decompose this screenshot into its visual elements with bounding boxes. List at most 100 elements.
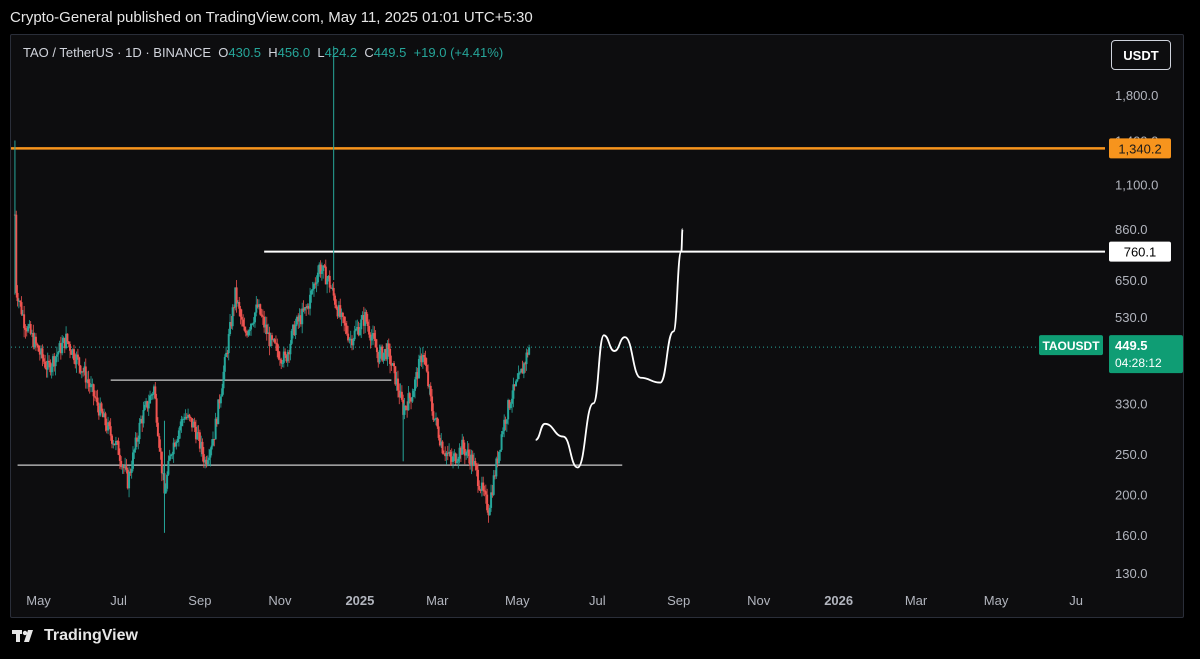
candle-body [441,441,444,454]
candle-body [223,357,226,372]
candle-body [340,312,343,318]
candle-body [210,445,213,450]
candle-body [117,441,120,455]
candle-body [432,411,435,420]
candle-body [362,315,365,326]
candle-body [116,441,119,443]
x-tick-label: Jul [589,593,606,608]
candle-body [42,358,45,362]
candle-body [434,417,437,419]
candle-body [38,351,41,355]
x-tick-label: Ju [1069,593,1083,608]
candle-body [170,454,173,457]
candle-body [49,362,52,373]
candle-body [32,332,35,348]
candle-body [289,343,292,355]
candle-body [185,416,188,418]
y-tick-label: 250.0 [1115,447,1148,462]
candle-body [285,355,288,362]
candle-body [312,283,315,290]
candle-body [72,349,75,361]
candle-body [133,449,136,453]
candle-body [419,355,422,359]
candle-body [365,311,368,322]
candle-body [326,278,329,285]
candle-body [54,356,57,367]
candle-body [114,441,117,446]
candle-body [336,308,339,317]
candle-body [79,365,82,373]
candle-body [61,342,64,354]
candle-body [53,356,56,367]
footer-brand-text: TradingView [44,627,138,644]
candle-body [478,486,481,490]
y-tick-label: 1,100.0 [1115,177,1158,192]
candle-body [248,329,251,332]
candle-body [110,435,113,444]
y-tick-label: 200.0 [1115,487,1148,502]
candle-body [147,403,150,409]
candle-body [118,454,121,461]
candle-body [126,469,129,489]
candle-body [208,457,211,461]
candle-body [427,371,430,387]
candle-body [46,360,49,370]
candle-body [201,441,204,455]
candle-body [202,454,205,463]
high-value: 456.0 [277,45,311,60]
candle-body [250,323,253,330]
candle-body [398,390,401,398]
candle-body [483,490,486,492]
candle-body [389,348,392,365]
candle-body [261,315,264,317]
candle-body [474,460,477,465]
candle-body [305,307,308,309]
candle-body [328,275,331,288]
candle-body [335,304,338,309]
candle-body [255,304,258,313]
candle-body [482,482,485,491]
candle-body [128,471,131,489]
candle-body [113,443,116,446]
currency-button[interactable]: USDT [1111,40,1171,70]
candle-body [395,378,398,385]
candle-body [229,322,232,335]
candle-body [246,332,249,336]
candle-body [272,339,275,341]
price-chart[interactable]: 1,800.01,400.01,100.0860.0650.0530.0420.… [11,35,1183,617]
candle-body [278,358,281,360]
candle-body [167,460,170,475]
candle-body [428,385,431,387]
candle-body [179,426,182,431]
candle-body [19,300,22,303]
candle-body [29,324,32,334]
candle-body [267,332,270,334]
candle-body [307,306,310,309]
candle-body [423,354,426,358]
candle-body [100,403,103,412]
open-label: O [218,45,229,60]
candle-body [494,475,497,477]
candle-body [95,397,98,399]
candle-body [488,507,491,516]
candle-body [318,264,321,273]
chart-panel[interactable]: 1,800.01,400.01,100.0860.0650.0530.0420.… [10,34,1184,618]
candle-body [20,302,23,315]
x-tick-label: 2026 [824,593,853,608]
candle-body [27,326,30,332]
candle-body [171,454,174,456]
candle-body [379,346,382,351]
candle-body [450,456,453,462]
symbol-legend: TAO / TetherUS · 1D · BINANCE O430.5 H45… [23,45,503,60]
candle-body [400,391,403,400]
candle-body [518,372,521,374]
candle-body [445,452,448,457]
projection-path [535,228,684,469]
candle-body [378,350,381,363]
candle-body [475,464,478,470]
candle-body [189,417,192,419]
candle-body [393,363,396,367]
candle-body [239,308,242,317]
candle-body [59,343,62,354]
candle-body [99,403,102,416]
